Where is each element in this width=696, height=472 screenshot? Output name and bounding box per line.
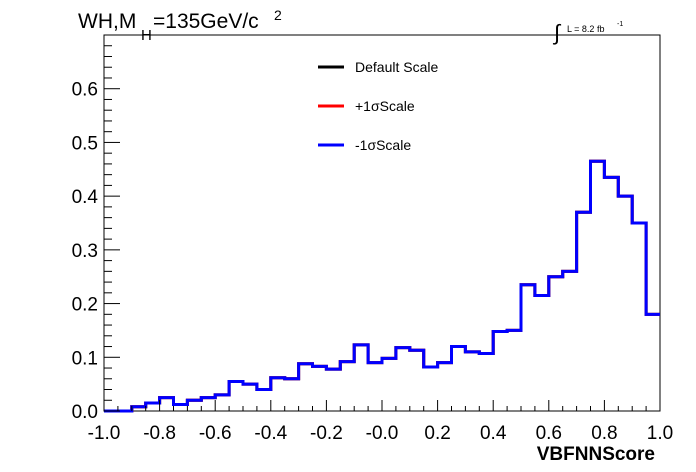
series-line-0	[104, 159, 660, 413]
x-tick-label: -0.6	[199, 423, 232, 444]
x-tick-label: 0.2	[424, 423, 450, 444]
x-axis-title: VBFNNScore	[537, 444, 655, 465]
x-tick-label: -0.2	[310, 423, 343, 444]
title-main: WH,M	[78, 10, 136, 33]
y-tick-label: 0.3	[72, 241, 98, 262]
x-tick-label: 0.6	[536, 423, 562, 444]
lumi-text: L = 8.2 fb	[567, 24, 604, 34]
axes: -1.0 -0.8 -0.6 -0.4 -0.2 -0.0 0.2 0.4 0.6 0.8 1.0 0…	[72, 45, 673, 444]
luminosity-label: ∫ L = 8.2 fb -1	[552, 20, 623, 45]
title-superscript: 2	[274, 7, 282, 23]
legend-label-minus: -1σScale	[355, 137, 411, 153]
legend-label-plus: +1σScale	[355, 98, 415, 114]
y-tick-label: 0.5	[72, 133, 98, 154]
integral-symbol: ∫	[552, 20, 562, 45]
legend-label-default: Default Scale	[355, 59, 438, 75]
y-tick-label: 0.4	[72, 187, 99, 208]
x-tick-label: -1.0	[88, 423, 121, 444]
legend: Default Scale +1σScale -1σScale	[318, 59, 438, 153]
x-tick-label: 1.0	[647, 423, 673, 444]
x-tick-label: 0.4	[480, 423, 507, 444]
x-tick-label: -0.0	[366, 423, 399, 444]
series-line-1	[104, 159, 660, 413]
series-line-2	[104, 159, 660, 413]
x-tick-label: 0.8	[591, 423, 617, 444]
y-tick-label: 0.1	[72, 348, 98, 369]
y-tick-label: 0.0	[72, 402, 98, 423]
lumi-superscript: -1	[617, 21, 623, 28]
x-tick-label: -0.8	[143, 423, 176, 444]
plot-title: WH,M H =135GeV/c 2	[78, 7, 282, 44]
histogram-series	[104, 159, 660, 413]
title-mass: =135GeV/c	[153, 10, 259, 33]
y-tick-label: 0.2	[72, 295, 98, 316]
x-tick-label: -0.4	[254, 423, 287, 444]
y-tick-label: 0.6	[72, 80, 98, 101]
